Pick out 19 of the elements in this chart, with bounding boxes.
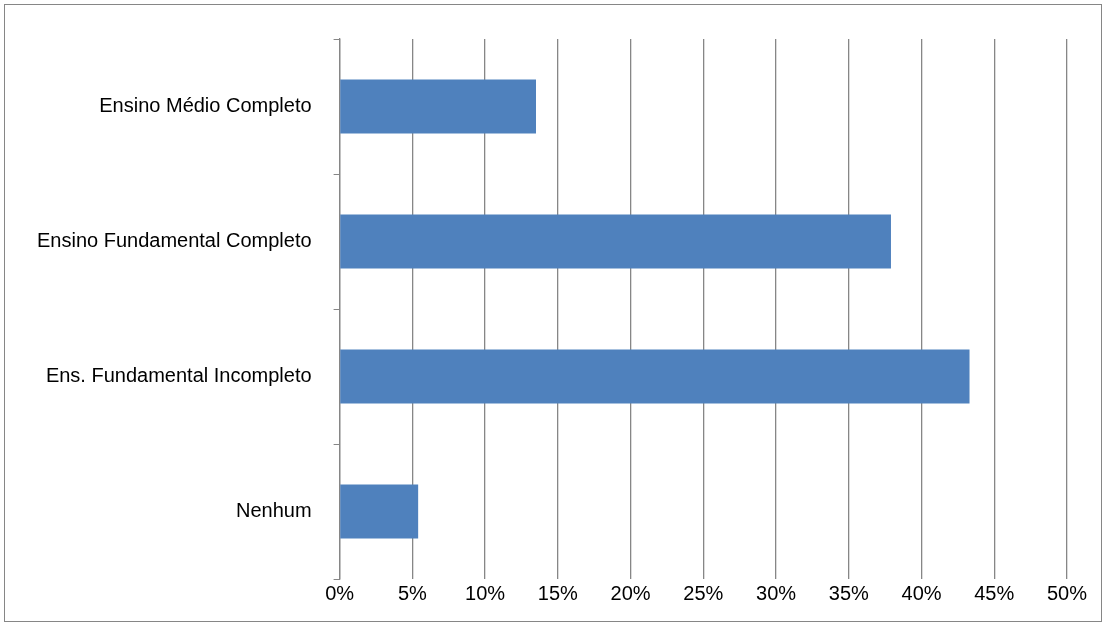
y-tick-label: Ens. Fundamental Incompleto [45,364,312,387]
y-tick-label: Ensino Médio Completo [99,94,312,117]
y-tick-label: Nenhum [235,499,312,522]
x-tick-label: 45% [974,581,1015,604]
x-tick-label: 5% [397,581,428,604]
bar [340,79,536,134]
bar [340,484,419,539]
x-tick-label: 10% [465,581,506,604]
bar [340,349,970,404]
x-tick-label: 25% [683,581,724,604]
x-tick-label: 40% [901,581,942,604]
y-tick-label: Ensino Fundamental Completo [36,229,312,252]
x-tick-label: 50% [1046,581,1088,604]
x-tick-label: 20% [610,581,651,604]
x-tick-label: 35% [828,581,870,604]
x-tick-label: 30% [756,581,797,604]
x-tick-label: 0% [325,581,355,604]
bar [340,214,891,269]
x-tick-label: 15% [537,581,579,604]
